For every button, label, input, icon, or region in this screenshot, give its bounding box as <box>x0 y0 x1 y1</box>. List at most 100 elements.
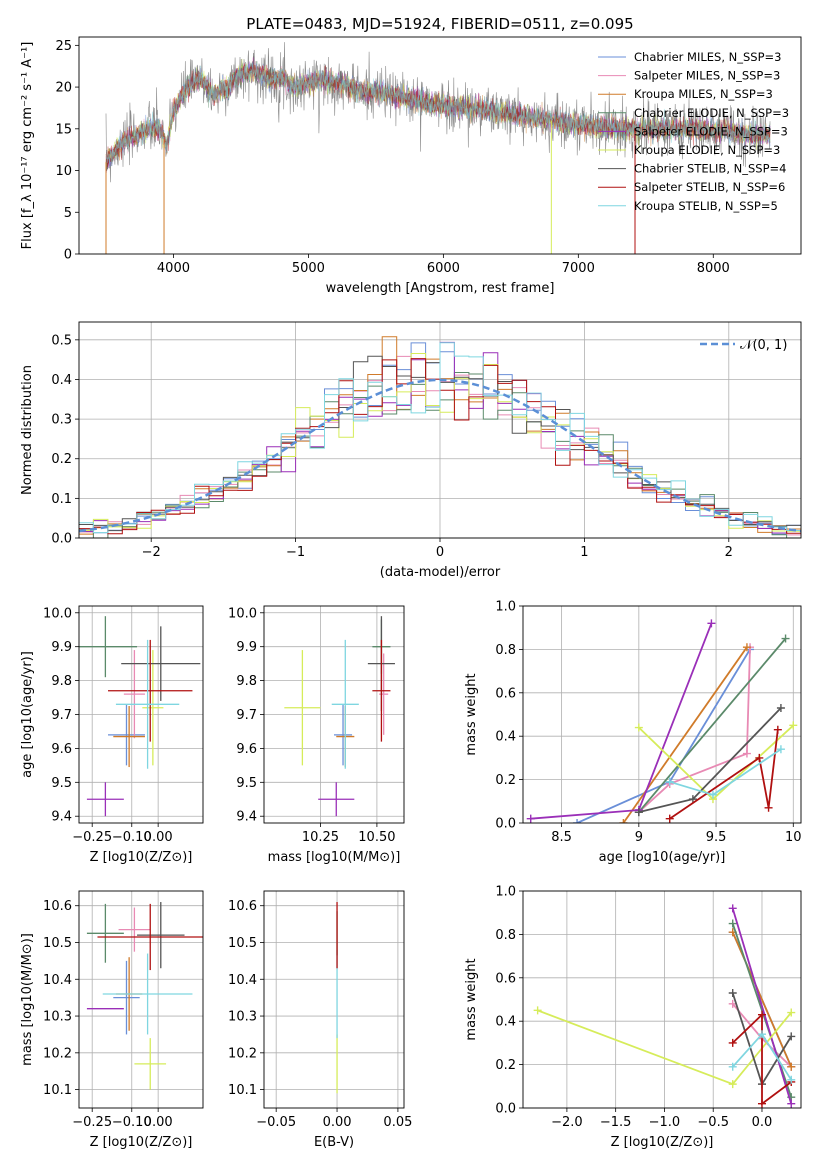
y-tick-label: 0.3 <box>51 413 72 428</box>
x-tick-label: −0.25 <box>72 1115 112 1130</box>
errorbar-point <box>134 1038 167 1090</box>
y-tick-label: 1.0 <box>495 885 516 900</box>
weight-marker <box>764 803 773 812</box>
y-tick-label: 10.1 <box>43 1083 72 1098</box>
weight-marker <box>634 723 643 732</box>
x-tick-label: −1.0 <box>649 1115 681 1130</box>
x-tick-label: −1.5 <box>600 1115 632 1130</box>
y-tick-label: 0.1 <box>51 492 72 507</box>
x-tick-label: −0.05 <box>256 1115 296 1130</box>
legend-label: 𝒩(0, 1) <box>740 338 787 353</box>
x-axis-label: age [log10(age/yr)] <box>599 850 726 865</box>
weight-marker <box>757 1030 766 1039</box>
weight-series-line <box>530 623 713 820</box>
weight-series-line <box>732 1012 792 1106</box>
x-tick-label: 0.00 <box>323 1115 352 1130</box>
residual-histogram <box>79 342 801 534</box>
y-tick-label: 15 <box>55 122 72 137</box>
x-tick-label: 9.5 <box>706 830 727 845</box>
x-tick-label: 0 <box>436 545 444 560</box>
y-tick-label: 10.3 <box>43 1010 72 1025</box>
weight-marker <box>665 814 674 823</box>
legend-label: Chabrier ELODIE, N_SSP=3 <box>634 106 789 120</box>
y-axis-label: mass weight <box>464 958 479 1040</box>
weight-marker <box>728 988 737 997</box>
y-tick-label: 9.4 <box>51 810 72 825</box>
y-tick-label: 10.4 <box>43 973 72 988</box>
x-tick-label: −1 <box>286 545 305 560</box>
errorbar-point <box>334 704 353 766</box>
x-tick-label: 10.25 <box>302 830 339 845</box>
x-axis-label: E(B-V) <box>314 1135 354 1150</box>
y-tick-label: 0.0 <box>495 817 516 832</box>
x-tick-label: 5000 <box>292 261 325 276</box>
x-axis-label: wavelength [Angstrom, rest frame] <box>326 281 555 296</box>
legend-label: Kroupa ELODIE, N_SSP=3 <box>634 143 780 157</box>
errorbar-point <box>115 639 180 769</box>
weight-marker <box>634 808 643 817</box>
y-tick-label: 9.8 <box>236 674 257 689</box>
errorbar-point <box>123 650 145 739</box>
errorbar-point <box>284 650 321 766</box>
y-tick-label: 9.9 <box>236 640 257 655</box>
x-tick-label: −0.25 <box>72 830 112 845</box>
y-tick-label: 10.4 <box>228 973 257 988</box>
x-tick-label: 9 <box>635 830 643 845</box>
y-tick-label: 10.5 <box>43 936 72 951</box>
x-tick-label: 4000 <box>157 261 190 276</box>
y-tick-label: 0.4 <box>495 1015 516 1030</box>
weight-marker <box>728 1038 737 1047</box>
errorbar-point <box>102 953 193 1035</box>
weight-marker <box>787 1099 796 1108</box>
legend-label: Kroupa STELIB, N_SSP=5 <box>634 199 778 213</box>
weight-marker <box>757 1099 766 1108</box>
panel-spectrum: 4000 5000 6000 7000 8000 0 5 10 15 20 25 wavelength… <box>20 36 802 296</box>
x-tick-label: −2 <box>142 545 161 560</box>
y-axis-label: age [log10(age/yr)] <box>20 651 35 778</box>
legend-label: Salpeter MILES, N_SSP=3 <box>634 69 780 83</box>
y-tick-label: 10.0 <box>43 606 72 621</box>
y-tick-label: 0.5 <box>51 333 72 348</box>
y-tick-label: 0.6 <box>495 971 516 986</box>
weight-marker <box>776 703 785 712</box>
x-tick-label: 0.0 <box>752 1115 773 1130</box>
weight-marker <box>728 1062 737 1071</box>
y-tick-label: 5 <box>64 206 72 221</box>
plot-area <box>105 42 771 254</box>
weight-marker <box>757 1010 766 1019</box>
y-tick-label: 0.8 <box>495 643 516 658</box>
errorbar-point <box>118 907 151 952</box>
panel-mass_weight_vs_age: 8.5 9 9.5 10 0.0 0.2 0.4 0.6 0.8 1.0 age [log10(ag… <box>464 600 802 866</box>
weight-marker <box>787 1062 796 1071</box>
weight-marker <box>787 1008 796 1017</box>
weight-marker <box>728 904 737 913</box>
weight-marker <box>742 749 751 758</box>
y-axis-label: Normed distribution <box>20 365 35 495</box>
y-axis-label: Flux [f_λ 10⁻¹⁷ erg cm⁻² s⁻¹ A⁻¹] <box>20 42 35 250</box>
y-tick-label: 0.0 <box>495 1102 516 1117</box>
y-tick-label: 0.8 <box>495 928 516 943</box>
panel-residuals: −2 −1 0 1 2 0.0 0.1 0.2 0.3 0.4 0.5 (data-model)/er… <box>20 321 802 580</box>
weight-series-line <box>638 647 751 813</box>
weight-marker <box>728 1080 737 1089</box>
x-tick-label: 0.00 <box>144 830 173 845</box>
figure-title: PLATE=0483, MJD=51924, FIBERID=0511, z=0… <box>246 15 633 33</box>
y-tick-label: 20 <box>55 81 72 96</box>
x-tick-label: 6000 <box>427 261 460 276</box>
y-tick-label: 10.2 <box>228 1046 257 1061</box>
errorbar-point <box>379 653 389 735</box>
y-tick-label: 10.3 <box>228 1010 257 1025</box>
weight-marker <box>665 777 674 786</box>
errorbar-point <box>113 960 140 1035</box>
normal-curve <box>79 378 801 533</box>
x-axis-label: (data-model)/error <box>380 565 501 580</box>
y-axis-label: mass [log10(M/M⊙)] <box>20 933 35 1066</box>
x-axis-label: Z [log10(Z/Z⊙)] <box>611 1135 714 1150</box>
x-tick-label: 0.00 <box>144 1115 173 1130</box>
plot-area <box>79 336 801 538</box>
panel-mass_weight_vs_Z: −2.0 −1.5 −1.0 −0.5 0.0 0.0 0.2 0.4 0.6 0.8 1.0 Z [… <box>464 885 802 1150</box>
errorbar-point <box>372 639 391 742</box>
y-tick-label: 0.4 <box>495 730 516 745</box>
weight-marker <box>728 919 737 928</box>
